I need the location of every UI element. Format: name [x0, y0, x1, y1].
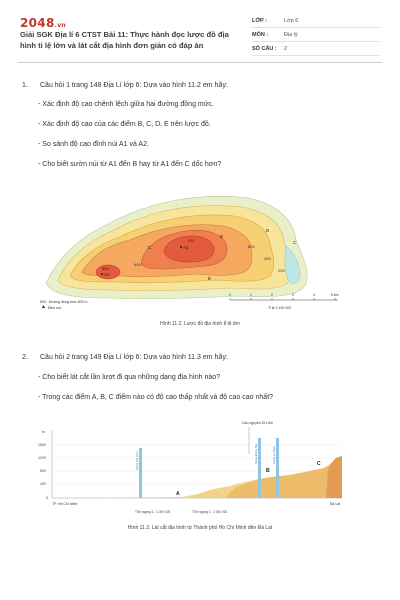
- scale-tick: 4: [313, 293, 315, 297]
- legend-contour: 600 · Đường đồng mức 600 m: [40, 300, 88, 304]
- meta-row-count: SỐ CÂU : 2: [252, 42, 380, 56]
- meta-value: 2: [284, 45, 288, 52]
- plateau-label: Cao nguyên Di Linh: [242, 421, 273, 425]
- question-text: Câu hỏi 2 trang 149 Địa Lí lớp 6: Dựa và…: [40, 354, 228, 361]
- river-label: Sông Sài Gòn: [135, 451, 139, 470]
- terrain-high: [326, 456, 342, 498]
- water-area: [284, 245, 301, 284]
- meta-key: SỐ CÂU :: [252, 45, 277, 52]
- question-number: 2.: [22, 354, 28, 361]
- contour-label: 400: [264, 256, 271, 261]
- point-c: C: [317, 461, 321, 467]
- legend-peak: Đỉnh núi: [48, 306, 61, 310]
- question-2-item: - Trong các điểm A, B, C điểm nào có độ …: [38, 394, 274, 401]
- river-dongnai: [258, 438, 261, 498]
- scale-tick: 5 km: [331, 293, 339, 297]
- scale-tick: 0: [229, 293, 231, 297]
- contour-label: 200: [278, 268, 285, 273]
- point-e: E: [208, 276, 211, 281]
- contour-label: 800: [248, 244, 255, 249]
- meta-table: LỚP : Lớp 6 MÔN : Địa lý SỐ CÂU : 2: [252, 14, 380, 56]
- peak1-height: 931: [188, 238, 195, 243]
- figure2-caption: Hình 11.3. Lát cắt địa hình từ Thành phố…: [127, 525, 273, 531]
- y-tick: 1200: [38, 456, 46, 460]
- contour-label: 600: [134, 262, 141, 267]
- question-1-item: - Cho biết sườn núi từ A1 đến B hay từ A…: [38, 161, 222, 168]
- question-number: 1.: [22, 82, 28, 89]
- question-2-item: - Cho biết lát cắt lần lượt đi qua những…: [38, 374, 221, 381]
- point-b: B: [266, 468, 270, 474]
- question-1-item: - Xác định độ cao chênh lệch giữa hai đư…: [38, 101, 214, 108]
- meta-value: Lớp 6: [284, 17, 299, 24]
- river-saigon: [139, 448, 142, 498]
- peak2-label: A2: [104, 272, 110, 277]
- scale-tick: 1: [250, 293, 252, 297]
- meta-value: Địa lý: [284, 31, 298, 38]
- figure-topographic-map: 931 A1 853 A2 B C D E 400 200 800 600 C …: [40, 196, 339, 310]
- y-tick: 1600: [38, 443, 46, 447]
- meta-key: MÔN :: [252, 31, 269, 38]
- side-label: C: [293, 240, 297, 245]
- contour-900: [163, 235, 215, 263]
- terrain-mid: [226, 456, 342, 498]
- contour-small-peak: [95, 264, 121, 280]
- y-tick: 400: [40, 482, 46, 486]
- peak2-marker: [101, 273, 103, 275]
- question-1-item: - Xác định độ cao của các điểm B, C, D, …: [38, 121, 211, 128]
- point-b: B: [220, 234, 223, 239]
- scale-bar: 0 1 2 3 4 5 km Tỉ lệ 1:100 000: [229, 293, 339, 310]
- header-divider: [18, 62, 382, 63]
- figure-cross-section: m 1600 1200 800 400 0 Sông Sài Gòn Sông …: [38, 421, 342, 514]
- point-a: A: [176, 491, 180, 497]
- question-2: 2. Câu hỏi 2 trang 149 Địa Lí lớp 6: Dựa …: [22, 354, 228, 361]
- peak1-label: A1: [183, 245, 189, 250]
- figure1-caption: Hình 11.2. Lược đồ địa hình tỉ lệ lớn: [160, 321, 240, 327]
- question-1-item: - So sánh độ cao đỉnh núi A1 và A2.: [38, 141, 149, 148]
- river-la-nga: [276, 438, 279, 498]
- scale-vertical: Tỉ lệ ngang 1 : 1 000 000: [192, 510, 227, 514]
- point-c: C: [148, 245, 152, 250]
- question-1: 1. Câu hỏi 1 trang 148 Địa Lí lớp 6: Dựa …: [22, 82, 228, 89]
- meta-row-subject: MÔN : Địa lý: [252, 28, 380, 42]
- scale-tick: 2: [271, 293, 273, 297]
- scale-ratio: Tỉ lệ 1:100 000: [268, 306, 291, 310]
- scale-horizontal: Tỉ lệ ngang 1 : 1 000 000: [135, 510, 170, 514]
- y-tick: 800: [40, 469, 46, 473]
- scale-tick: 3: [292, 293, 294, 297]
- peak1-marker: [180, 246, 182, 248]
- left-place: TP. Hồ Chí Minh: [52, 502, 77, 506]
- meta-row-class: LỚP : Lớp 6: [252, 14, 380, 28]
- question-text: Câu hỏi 1 trang 148 Địa Lí lớp 6: Dựa và…: [40, 82, 228, 89]
- meta-key: LỚP :: [252, 17, 267, 24]
- river-label: Sông Đồng Nai: [254, 443, 258, 464]
- y-tick: m: [42, 430, 45, 434]
- point-d: D: [266, 228, 270, 233]
- site-logo[interactable]: 2048.vn: [20, 16, 66, 30]
- right-place: Đà Lạt: [330, 502, 340, 506]
- peak-legend-icon: [42, 305, 45, 308]
- y-tick: 0: [46, 496, 48, 500]
- river-label: Sông La Ngà: [272, 446, 276, 464]
- document-title: Giải SGK Địa lí 6 CTST Bài 11: Thực hành…: [20, 30, 229, 50]
- peak2-height: 853: [102, 266, 109, 271]
